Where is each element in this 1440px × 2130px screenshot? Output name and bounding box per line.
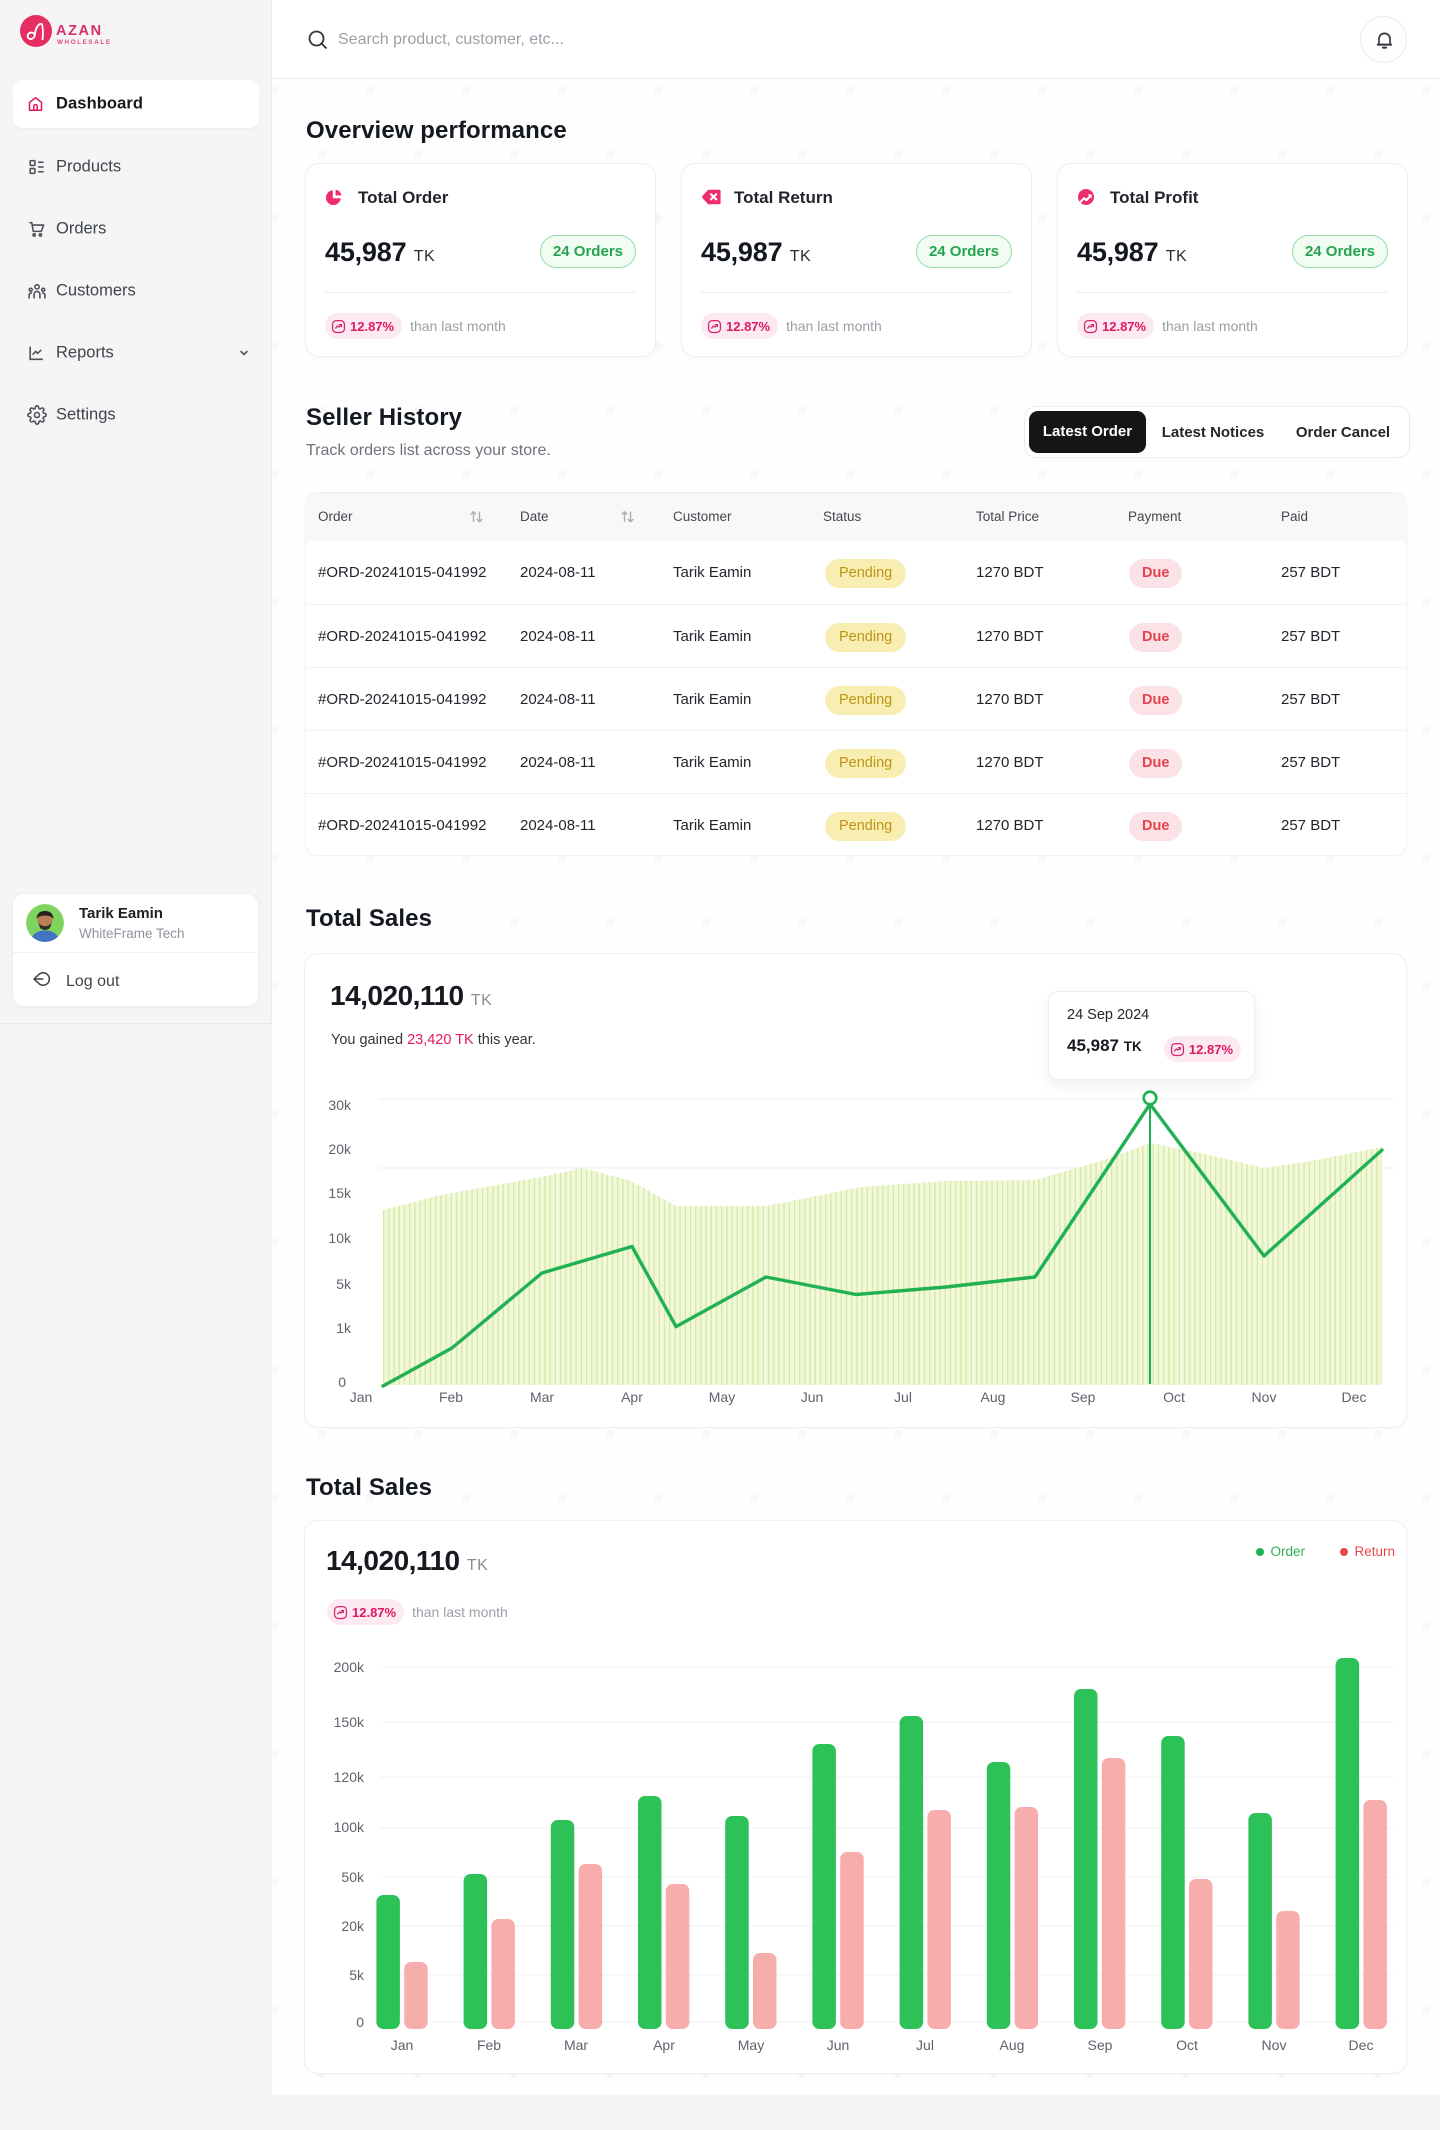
svg-text:Mar: Mar bbox=[530, 1389, 554, 1405]
svg-text:Nov: Nov bbox=[1252, 1389, 1277, 1405]
svg-text:Sep: Sep bbox=[1088, 2037, 1113, 2053]
svg-text:30k: 30k bbox=[328, 1097, 352, 1113]
svg-text:Jul: Jul bbox=[894, 1389, 912, 1405]
svg-text:Jan: Jan bbox=[391, 2037, 414, 2053]
svg-text:Jan: Jan bbox=[350, 1389, 373, 1405]
svg-text:5k: 5k bbox=[349, 1967, 365, 1983]
svg-text:Aug: Aug bbox=[981, 1389, 1006, 1405]
svg-text:100k: 100k bbox=[334, 1819, 365, 1835]
svg-text:Jun: Jun bbox=[801, 1389, 824, 1405]
svg-text:120k: 120k bbox=[334, 1769, 365, 1785]
svg-text:0: 0 bbox=[338, 1374, 346, 1390]
svg-text:15k: 15k bbox=[328, 1185, 352, 1201]
svg-text:Dec: Dec bbox=[1342, 1389, 1367, 1405]
svg-text:Jun: Jun bbox=[827, 2037, 850, 2053]
svg-text:Feb: Feb bbox=[477, 2037, 501, 2053]
svg-text:Apr: Apr bbox=[621, 1389, 643, 1405]
svg-text:Oct: Oct bbox=[1176, 2037, 1198, 2053]
svg-text:20k: 20k bbox=[341, 1918, 365, 1934]
svg-text:20k: 20k bbox=[328, 1141, 352, 1157]
svg-text:1k: 1k bbox=[336, 1320, 352, 1336]
svg-text:Dec: Dec bbox=[1349, 2037, 1374, 2053]
svg-text:5k: 5k bbox=[336, 1276, 352, 1292]
svg-text:200k: 200k bbox=[334, 1659, 365, 1675]
svg-text:Apr: Apr bbox=[653, 2037, 675, 2053]
svg-text:May: May bbox=[709, 1389, 735, 1405]
svg-text:10k: 10k bbox=[328, 1230, 352, 1246]
svg-text:150k: 150k bbox=[334, 1714, 365, 1730]
svg-text:Oct: Oct bbox=[1163, 1389, 1185, 1405]
svg-text:0: 0 bbox=[356, 2014, 364, 2030]
svg-text:Aug: Aug bbox=[1000, 2037, 1025, 2053]
svg-text:Mar: Mar bbox=[564, 2037, 588, 2053]
svg-text:Sep: Sep bbox=[1071, 1389, 1096, 1405]
svg-text:May: May bbox=[738, 2037, 764, 2053]
svg-text:Feb: Feb bbox=[439, 1389, 463, 1405]
svg-text:Nov: Nov bbox=[1262, 2037, 1287, 2053]
svg-text:Jul: Jul bbox=[916, 2037, 934, 2053]
svg-text:50k: 50k bbox=[341, 1869, 365, 1885]
